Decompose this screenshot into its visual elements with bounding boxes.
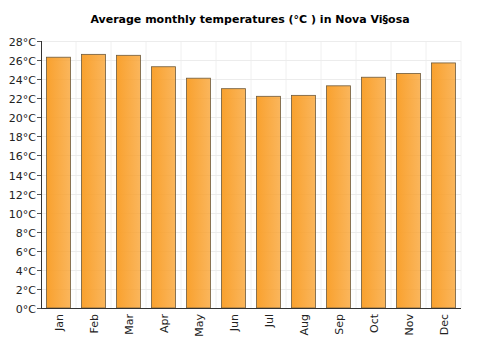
y-tick-label: 22°C: [9, 93, 36, 106]
tick-mark: [37, 41, 41, 42]
y-tick-label: 6°C: [16, 246, 36, 259]
tick-mark: [37, 270, 41, 271]
y-tick-label: 16°C: [9, 150, 36, 163]
chart: Average monthly temperatures (°C ) in No…: [0, 0, 500, 350]
grid-line-x: [426, 41, 427, 308]
x-tick-label: Jul: [263, 314, 276, 328]
x-tick-label: Jan: [53, 314, 66, 332]
tick-mark: [37, 136, 41, 137]
tick-mark: [37, 213, 41, 214]
bars: [47, 54, 456, 308]
y-tick-label: 28°C: [9, 36, 36, 49]
y-tick-label: 2°C: [16, 284, 36, 297]
grid-line-x: [251, 41, 252, 308]
grid-line-x: [286, 41, 287, 308]
bar: [327, 86, 351, 308]
y-tick-label: 8°C: [16, 227, 36, 240]
bar: [152, 67, 176, 308]
grid-line-x: [111, 41, 112, 308]
x-tick-label: Apr: [158, 314, 171, 334]
tick-mark: [37, 117, 41, 118]
grid-line-x: [461, 41, 462, 308]
x-tick-label: Feb: [88, 314, 101, 333]
grid-line-x: [356, 41, 357, 308]
grid-line-x: [146, 41, 147, 308]
bar: [292, 95, 316, 308]
y-tick-label: 0°C: [16, 303, 36, 316]
bar: [222, 89, 246, 308]
x-tick-label: Dec: [438, 314, 451, 335]
bar: [82, 54, 106, 308]
y-axis: [41, 41, 42, 308]
tick-mark: [37, 289, 41, 290]
grid-line: [41, 308, 461, 309]
x-tick-label: May: [193, 314, 206, 337]
x-tick-label: Aug: [298, 314, 311, 335]
bar: [432, 63, 456, 308]
y-tick-label: 12°C: [9, 189, 36, 202]
tick-mark: [37, 79, 41, 80]
y-tick-label: 18°C: [9, 131, 36, 144]
bar: [362, 77, 386, 308]
y-tick-label: 4°C: [16, 265, 36, 278]
bar: [257, 96, 281, 308]
x-axis: [41, 308, 461, 309]
tick-mark: [37, 175, 41, 176]
bar: [47, 57, 71, 308]
y-tick-label: 20°C: [9, 112, 36, 125]
bar: [397, 73, 421, 308]
bar: [117, 55, 141, 308]
grid-line: [41, 41, 461, 42]
tick-mark: [37, 194, 41, 195]
x-tick-label: Jun: [228, 314, 241, 332]
grid-line-x: [216, 41, 217, 308]
tick-mark: [37, 60, 41, 61]
grid-line-x: [181, 41, 182, 308]
y-tick-label: 24°C: [9, 74, 36, 87]
x-tick-label: Nov: [403, 314, 416, 336]
grid-line-x: [391, 41, 392, 308]
tick-mark: [37, 98, 41, 99]
title: Average monthly temperatures (°C ) in No…: [90, 13, 409, 26]
tick-mark: [37, 251, 41, 252]
bar: [187, 78, 211, 308]
y-tick-label: 10°C: [9, 208, 36, 221]
grid-line-x: [76, 41, 77, 308]
tick-mark: [37, 232, 41, 233]
grid-line-x: [321, 41, 322, 308]
x-tick-label: Mar: [123, 314, 136, 335]
tick-mark: [37, 308, 41, 309]
tick-mark: [37, 155, 41, 156]
x-tick-label: Sep: [333, 314, 346, 335]
y-tick-label: 14°C: [9, 170, 36, 183]
x-tick-label: Oct: [368, 313, 381, 333]
y-tick-label: 26°C: [9, 55, 36, 68]
